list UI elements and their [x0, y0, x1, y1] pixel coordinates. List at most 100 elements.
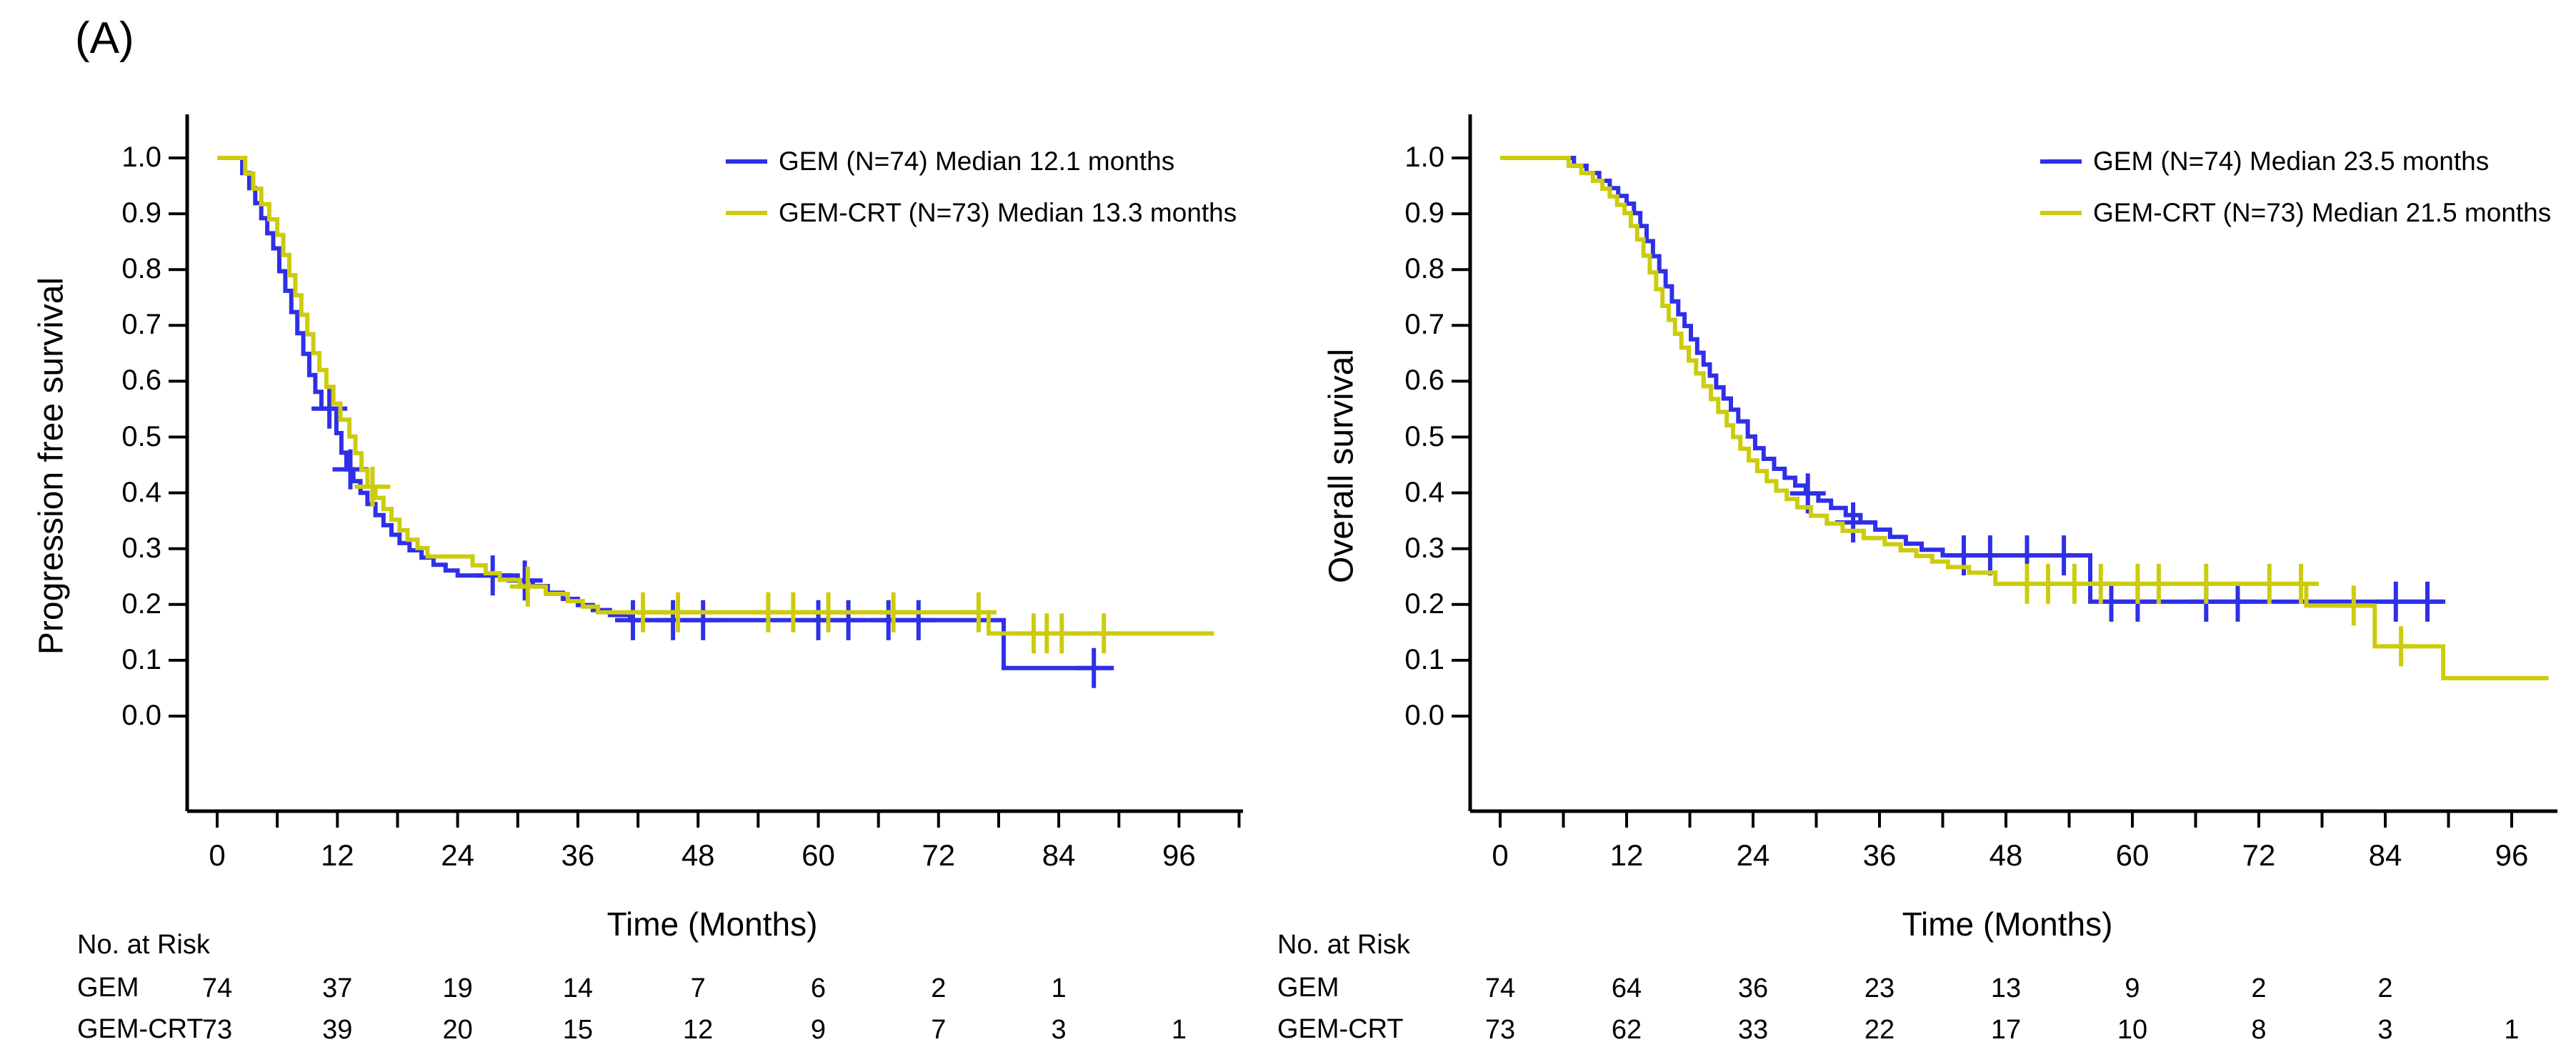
gemcrt-pfs-curve: [217, 156, 1214, 636]
x-tick-label: 24: [1736, 838, 1770, 872]
risk-value: 64: [1611, 973, 1642, 1003]
risk-value: 37: [322, 973, 353, 1003]
gemcrt-os-curve: [1500, 156, 2549, 680]
y-tick-label: 0.6: [121, 364, 161, 397]
risk-value: 13: [1990, 973, 2022, 1003]
x-tick-label: 36: [1862, 838, 1897, 872]
legend-right: GEM (N=74) Median 23.5 months GEM-CRT (N…: [2040, 136, 2551, 239]
y-tick-label: 0.3: [1404, 532, 1444, 564]
x-tick-label: 0: [1492, 838, 1509, 872]
risk-value: 2: [2251, 973, 2267, 1003]
x-tick-label: 84: [1042, 838, 1076, 872]
legend-row-gemcrt: GEM-CRT (N=73) Median 21.5 months: [2040, 187, 2551, 239]
y-axis-title-os: Overall survival: [1322, 348, 1361, 584]
risk-value: 73: [201, 1015, 233, 1045]
risk-value: 3: [2377, 1015, 2393, 1045]
legend-label-gem-os: GEM (N=74) Median 23.5 months: [2093, 147, 2490, 176]
gemcrt-line-swatch-icon: [726, 211, 767, 215]
x-tick-label: 60: [2115, 838, 2150, 872]
y-tick-label: 0.3: [121, 532, 161, 564]
gemcrt-os-censor-marks: [2009, 563, 2420, 667]
y-tick-label: 0.2: [121, 587, 161, 620]
y-tick-label: 1.0: [1404, 142, 1444, 173]
risk-value: 19: [442, 973, 473, 1003]
legend-left: GEM (N=74) Median 12.1 months GEM-CRT (N…: [726, 136, 1237, 239]
risk-value: 62: [1611, 1015, 1642, 1045]
gem-os-curve: [1500, 156, 2444, 604]
x-tick-label: 48: [1989, 838, 2023, 872]
y-tick-label: 0.8: [1404, 253, 1444, 285]
y-tick-label: 0.2: [1404, 587, 1444, 620]
y-axis-title-pfs: Progression free survival: [32, 277, 71, 655]
y-tick-label: 0.1: [121, 643, 161, 675]
y-tick-label: 0.5: [121, 420, 161, 452]
risk-value: 7: [690, 973, 706, 1003]
risk-value: 74: [201, 973, 233, 1003]
y-tick-label: 0.0: [121, 700, 161, 731]
risk-value: 23: [1864, 973, 1895, 1003]
y-tick-label: 0.1: [1404, 643, 1444, 675]
y-tick-label: 0.0: [1404, 700, 1444, 731]
y-tick-label: 0.5: [1404, 420, 1444, 452]
y-tick-label: 0.9: [1404, 197, 1444, 229]
panel-0-axes: [169, 114, 1243, 828]
y-tick-label: 0.4: [121, 476, 161, 508]
legend-label-gemcrt-pfs: GEM-CRT (N=73) Median 13.3 months: [779, 198, 1237, 227]
y-tick-label: 0.7: [1404, 309, 1444, 341]
risk-value: 33: [1737, 1015, 1769, 1045]
x-tick-label: 96: [1162, 838, 1196, 872]
risk-value: 2: [931, 973, 947, 1003]
legend-label-gemcrt-os: GEM-CRT (N=73) Median 21.5 months: [2093, 198, 2552, 227]
risk-value: 1: [1051, 973, 1067, 1003]
gemcrt-pfs-censor-marks: [354, 467, 1122, 654]
legend-label-gem-pfs: GEM (N=74) Median 12.1 months: [779, 147, 1175, 176]
risk-value: 14: [562, 973, 594, 1003]
x-tick-label: 84: [2368, 838, 2402, 872]
risk-row-label-gem-right: GEM: [1277, 973, 1339, 1003]
risk-row-label-gemcrt-right: GEM-CRT: [1277, 1014, 1404, 1044]
risk-value: 2: [2377, 973, 2393, 1003]
risk-value: 74: [1484, 973, 1516, 1003]
risk-value: 12: [683, 1015, 714, 1045]
risk-value: 8: [2251, 1015, 2267, 1045]
risk-value: 6: [810, 973, 827, 1003]
panel-1-axes: [1452, 114, 2557, 828]
y-tick-label: 0.6: [1404, 364, 1444, 397]
y-tick-label: 1.0: [121, 142, 161, 173]
figure-label: (A): [75, 14, 134, 63]
x-tick-label: 72: [922, 838, 956, 872]
y-tick-label: 0.9: [121, 197, 161, 229]
risk-value: 9: [810, 1015, 827, 1045]
risk-value: 1: [2504, 1015, 2520, 1045]
risk-value: 15: [562, 1015, 594, 1045]
x-axis-title-right: Time (Months): [1902, 905, 2113, 943]
legend-row-gemcrt: GEM-CRT (N=73) Median 13.3 months: [726, 187, 1237, 239]
x-tick-label: 60: [802, 838, 835, 872]
gem-os-censor-marks: [1789, 473, 2445, 622]
risk-row-label-gemcrt-left: GEM-CRT: [77, 1014, 204, 1044]
y-tick-label: 0.4: [1404, 476, 1444, 508]
x-axis-title-left: Time (Months): [606, 905, 818, 943]
x-tick-label: 12: [320, 838, 354, 872]
gem-line-swatch-icon: [2040, 159, 2082, 164]
risk-value: 20: [442, 1015, 473, 1045]
risk-table-header-right: No. at Risk: [1277, 930, 1410, 960]
x-tick-label: 24: [441, 838, 474, 872]
x-tick-label: 96: [2495, 838, 2529, 872]
risk-value: 36: [1737, 973, 1769, 1003]
gem-line-swatch-icon: [726, 159, 767, 164]
legend-row-gem: GEM (N=74) Median 12.1 months: [726, 136, 1237, 187]
y-tick-label: 0.8: [121, 253, 161, 285]
risk-value: 1: [1171, 1015, 1187, 1045]
x-tick-label: 72: [2242, 838, 2276, 872]
gemcrt-line-swatch-icon: [2040, 211, 2082, 215]
legend-row-gem: GEM (N=74) Median 23.5 months: [2040, 136, 2551, 187]
risk-value: 17: [1990, 1015, 2022, 1045]
y-tick-label: 0.7: [121, 309, 161, 341]
risk-table-header-left: No. at Risk: [77, 930, 210, 960]
risk-value: 9: [2125, 973, 2140, 1003]
x-tick-label: 12: [1609, 838, 1644, 872]
gem-pfs-censor-marks: [311, 388, 1112, 688]
risk-value: 3: [1051, 1015, 1067, 1045]
